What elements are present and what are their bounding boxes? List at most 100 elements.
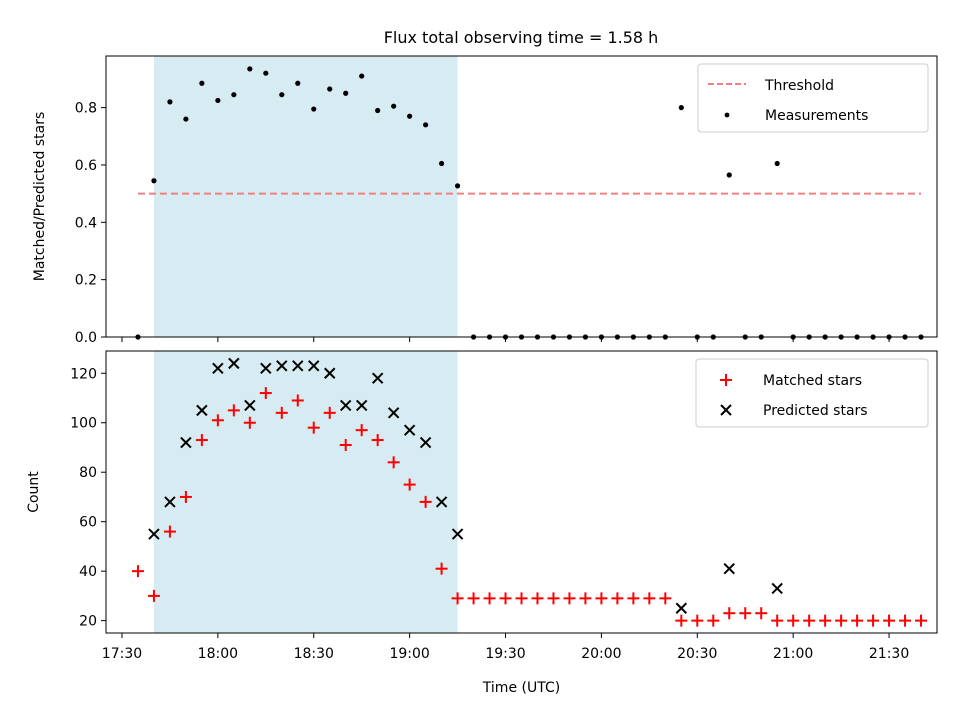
matched-star-point bbox=[803, 614, 816, 627]
x-marker-b bbox=[308, 360, 320, 372]
measurement-point bbox=[311, 106, 317, 112]
predicted-star-point bbox=[196, 404, 208, 417]
matched-star-point bbox=[851, 614, 864, 627]
matched-star-point bbox=[771, 614, 784, 627]
measurement-point bbox=[215, 97, 221, 104]
matched-star-point bbox=[643, 592, 656, 605]
bottom-x-tick-label: 20:30 bbox=[677, 646, 717, 662]
matched-star-point bbox=[259, 387, 272, 400]
matched-star-point bbox=[707, 614, 720, 627]
top-axes-frame bbox=[105, 55, 938, 338]
x-marker-b bbox=[148, 528, 160, 540]
matched-star-point bbox=[243, 416, 256, 429]
predicted-star-point bbox=[403, 424, 416, 436]
matched-star-point bbox=[755, 607, 768, 620]
predicted-star-point bbox=[164, 496, 176, 508]
predicted-star-point bbox=[435, 496, 448, 508]
bottom-x-tick-label: 19:30 bbox=[485, 646, 525, 662]
matched-star-point bbox=[211, 414, 224, 427]
matched-star-point bbox=[147, 589, 160, 602]
matched-star-point bbox=[435, 562, 448, 575]
bottom-x-tick-label: 18:00 bbox=[198, 646, 238, 662]
x-marker-b bbox=[451, 528, 464, 540]
x-marker-b bbox=[771, 582, 783, 595]
legend-x-marker bbox=[720, 404, 732, 416]
matched-star-point bbox=[467, 592, 480, 605]
measurement-point bbox=[199, 80, 205, 86]
predicted-star-point bbox=[276, 360, 288, 372]
measurement-point bbox=[423, 122, 429, 128]
bottom-axes-frame bbox=[105, 350, 938, 634]
x-marker-b bbox=[723, 562, 735, 575]
measurement-point bbox=[391, 103, 397, 109]
matched-star-point bbox=[659, 592, 672, 605]
top-legend: Threshold Measurements bbox=[697, 63, 929, 133]
predicted-star-point bbox=[723, 562, 735, 575]
x-marker-b bbox=[355, 399, 368, 412]
predicted-star-point bbox=[244, 399, 256, 412]
matched-star-point bbox=[867, 614, 880, 627]
bottom-x-tick-label: 18:30 bbox=[294, 646, 334, 662]
predicted-star-point bbox=[355, 399, 368, 412]
predicted-star-point bbox=[340, 399, 352, 412]
top-x-ticks bbox=[121, 337, 890, 342]
top-y-tick-label: 0.0 bbox=[75, 330, 97, 346]
matched-star-point bbox=[547, 592, 560, 605]
top-series-group bbox=[135, 66, 924, 340]
matched-star-point bbox=[899, 614, 912, 627]
x-marker-b bbox=[212, 362, 224, 375]
measurement-point bbox=[151, 178, 157, 184]
matched-star-point bbox=[819, 614, 832, 627]
measurement-point bbox=[263, 70, 269, 76]
top-y-tick-label: 0.2 bbox=[75, 273, 97, 289]
bottom-x-ticks: 17:30 18:00 18:30 19:00 19:30 20:00 20:30 21:00… bbox=[102, 633, 909, 662]
measurement-point bbox=[407, 113, 413, 119]
bottom-y-tick-label: 20 bbox=[79, 614, 97, 630]
matched-star-point bbox=[419, 495, 432, 508]
top-y-tick-label: 0.6 bbox=[75, 158, 97, 174]
matched-star-point bbox=[515, 592, 528, 605]
top-legend-box bbox=[697, 63, 929, 133]
x-marker-b bbox=[419, 436, 432, 449]
predicted-star-point bbox=[308, 360, 320, 372]
matched-star-point bbox=[339, 439, 352, 451]
x-marker-b bbox=[435, 496, 448, 508]
top-y-ticks: 0.0 0.2 0.4 0.6 0.8 bbox=[75, 101, 106, 346]
matched-star-point bbox=[355, 424, 368, 437]
predicted-star-point bbox=[451, 528, 464, 540]
measurement-point bbox=[279, 92, 285, 98]
legend-threshold-label: Threshold bbox=[764, 78, 834, 94]
bottom-x-tick-label: 21:30 bbox=[869, 646, 909, 662]
measurement-point bbox=[375, 107, 381, 114]
measurement-point bbox=[454, 183, 461, 189]
matched-star-point bbox=[195, 434, 208, 447]
matched-star-point bbox=[595, 592, 608, 605]
bottom-x-tick-label: 19:00 bbox=[389, 646, 429, 662]
x-marker-b bbox=[675, 602, 688, 614]
matched-star-point bbox=[227, 404, 240, 417]
predicted-star-point bbox=[228, 357, 240, 370]
x-marker-b bbox=[196, 404, 208, 417]
measurement-point bbox=[167, 99, 173, 105]
predicted-star-point bbox=[371, 372, 384, 384]
predicted-star-point bbox=[148, 528, 160, 540]
matched-star-point bbox=[563, 592, 576, 605]
x-marker-b bbox=[244, 399, 256, 412]
x-marker-b bbox=[276, 360, 288, 372]
bottom-x-tick-label: 20:00 bbox=[581, 646, 621, 662]
top-y-axis-label: Matched/Predicted stars bbox=[32, 112, 48, 282]
matched-star-point bbox=[627, 592, 640, 605]
matched-star-point bbox=[483, 592, 496, 605]
matched-star-point bbox=[739, 607, 752, 620]
x-marker-b bbox=[403, 424, 416, 436]
x-marker-b bbox=[340, 399, 352, 412]
x-marker-b bbox=[164, 496, 176, 508]
measurement-point bbox=[183, 116, 189, 122]
matched-star-point bbox=[531, 592, 544, 605]
top-y-tick-label: 0.8 bbox=[75, 101, 97, 117]
matched-star-point bbox=[131, 565, 144, 578]
matched-star-point bbox=[611, 592, 624, 605]
matched-star-point bbox=[883, 614, 896, 627]
matched-star-point bbox=[179, 490, 192, 503]
